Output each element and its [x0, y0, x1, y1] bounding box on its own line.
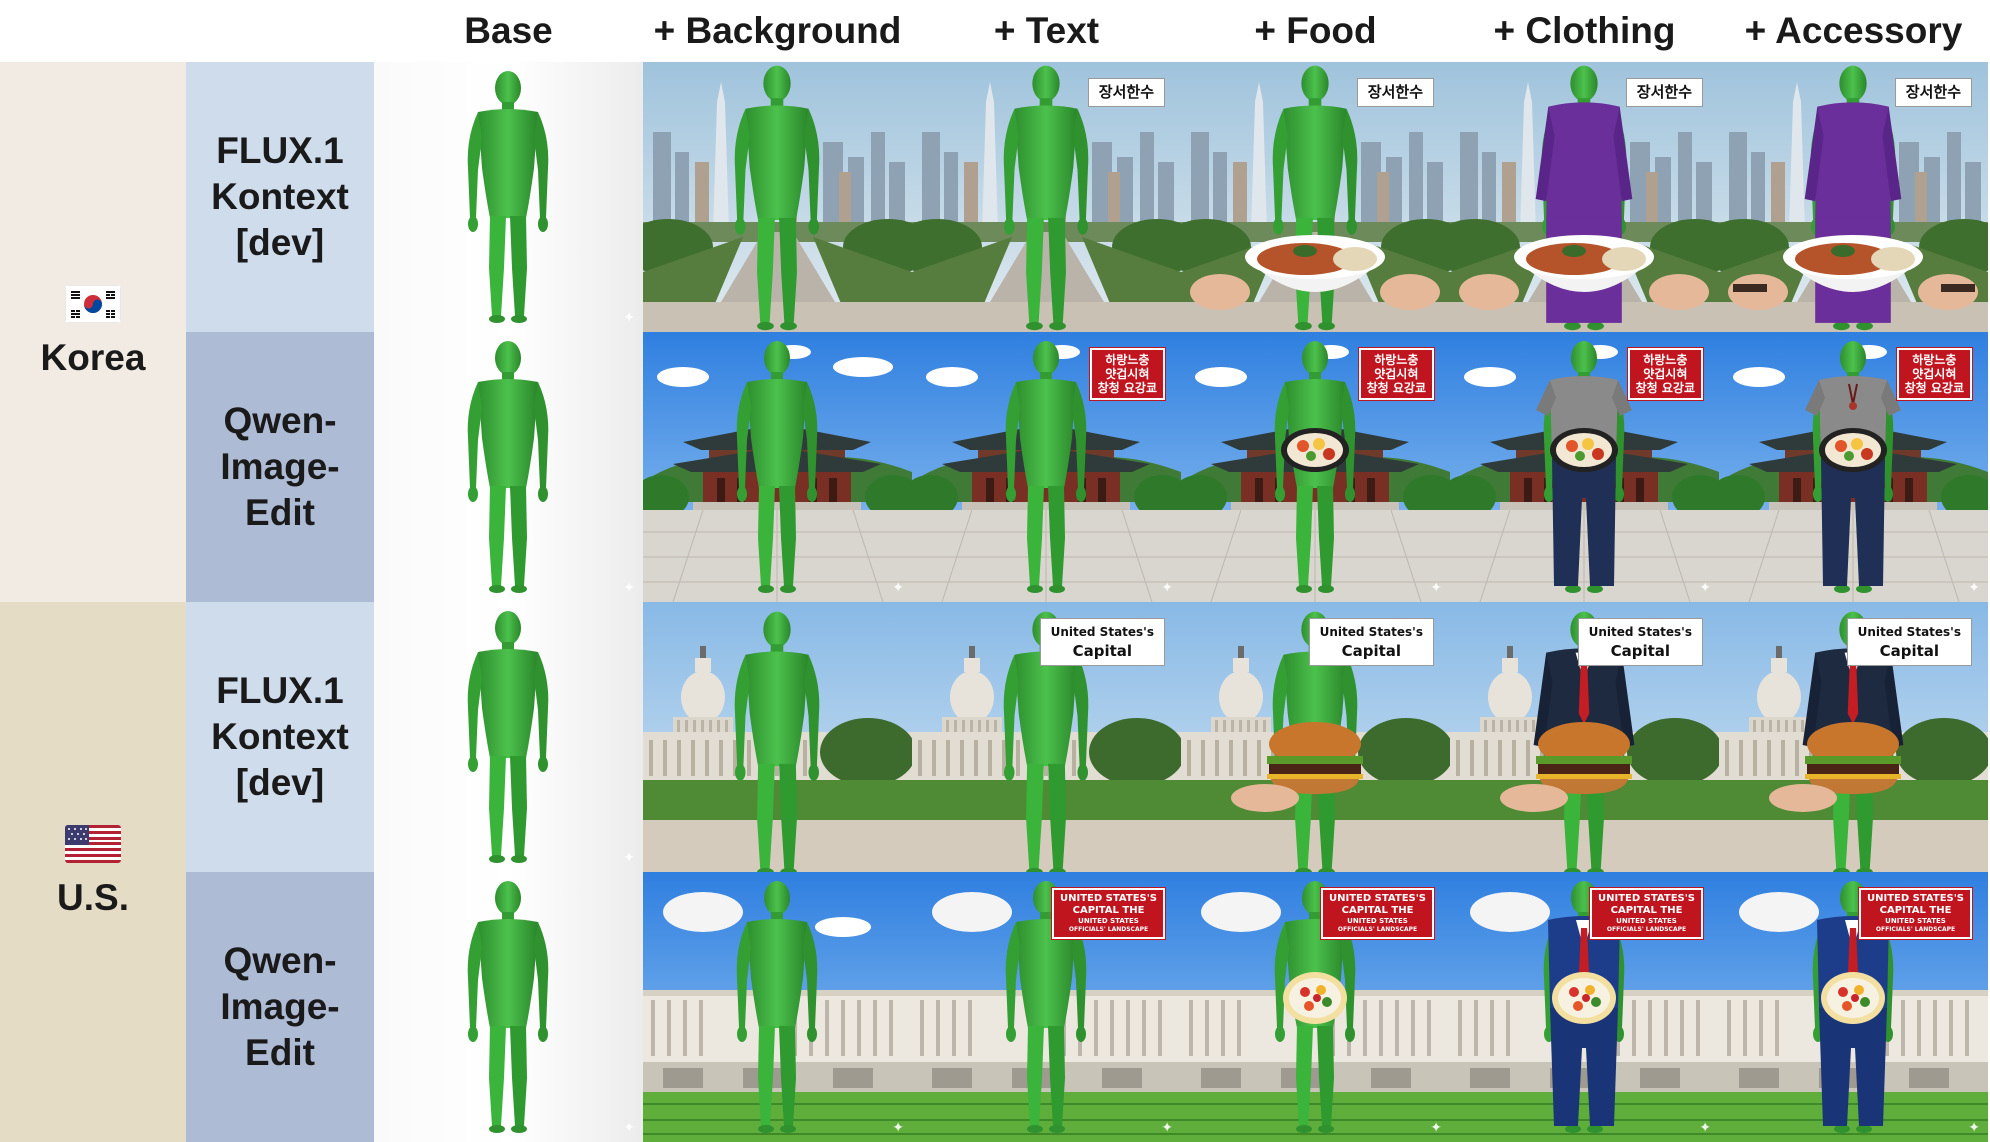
model-label-flux-us: FLUX.1 Kontext [dev]: [186, 602, 374, 872]
sign-board: 하랑느충 얏겁시혀 창청 요강쿄: [1358, 348, 1434, 400]
watermark-sparkle-icon: ✦: [623, 849, 635, 865]
column-header-food: + Food: [1254, 10, 1377, 51]
watermark-sparkle-icon: ✦: [1430, 579, 1442, 595]
watermark-sparkle-icon: ✦: [623, 579, 635, 595]
image-us-qwen-base: ✦: [374, 872, 643, 1142]
image-us-flux-food: United States's Capital: [1181, 602, 1450, 872]
sign-board: UNITED STATES'S CAPITAL THE UNITED STATES O…: [1859, 888, 1972, 939]
country-panel-us: U.S.: [0, 602, 186, 1142]
sign-board: UNITED STATES'S CAPITAL THE UNITED STATES O…: [1052, 888, 1165, 939]
column-header-background: + Background: [653, 10, 902, 51]
image-korea-qwen-background: ✦: [643, 332, 912, 602]
sign-board: UNITED STATES'S CAPITAL THE UNITED STATES O…: [1321, 888, 1434, 939]
image-us-qwen-background: ✦: [643, 872, 912, 1142]
column-header-accessory: + Accessory: [1744, 10, 1963, 51]
column-header-clothing: + Clothing: [1493, 10, 1676, 51]
image-korea-qwen-base: ✦: [374, 332, 643, 602]
watermark-sparkle-icon: ✦: [1430, 1119, 1442, 1135]
watermark-sparkle-icon: ✦: [892, 579, 904, 595]
sign-board: 하랑느충 얏겁시혀 창청 요강쿄: [1896, 348, 1972, 400]
image-korea-qwen-clothing: 하랑느충 얏겁시혀 창청 요강쿄 ✦: [1450, 332, 1719, 602]
watermark-sparkle-icon: ✦: [1161, 1119, 1173, 1135]
sign-board: 하랑느충 얏겁시혀 창청 요강쿄: [1627, 348, 1703, 400]
image-korea-qwen-accessory: 하랑느충 얏겁시혀 창청 요강쿄 ✦: [1719, 332, 1988, 602]
image-korea-flux-clothing: 장서한수: [1450, 62, 1719, 332]
image-korea-flux-base: ✦: [374, 62, 643, 332]
sign-board: UNITED STATES'S CAPITAL THE UNITED STATES O…: [1590, 888, 1703, 939]
country-panel-korea: Korea: [0, 62, 186, 602]
watermark-sparkle-icon: ✦: [1699, 1119, 1711, 1135]
watermark-sparkle-icon: ✦: [892, 1119, 904, 1135]
united-states-flag-icon: [65, 825, 121, 863]
image-us-flux-accessory: United States's Capital: [1719, 602, 1988, 872]
sign-board: United States's Capital: [1039, 618, 1165, 666]
model-label-qwen-us: Qwen- Image- Edit: [186, 872, 374, 1142]
model-label-qwen-korea: Qwen- Image- Edit: [186, 332, 374, 602]
image-us-flux-background: [643, 602, 912, 872]
image-us-flux-base: ✦: [374, 602, 643, 872]
watermark-sparkle-icon: ✦: [623, 309, 635, 325]
image-us-flux-text: United States's Capital: [912, 602, 1181, 872]
south-korea-flag-icon: [65, 285, 121, 323]
image-us-qwen-accessory: UNITED STATES'S CAPITAL THE UNITED STATES O…: [1719, 872, 1988, 1142]
sign-board: 장서한수: [1625, 78, 1703, 107]
country-label-us: U.S.: [57, 877, 129, 918]
image-us-qwen-clothing: UNITED STATES'S CAPITAL THE UNITED STATES O…: [1450, 872, 1719, 1142]
sign-board: 장서한수: [1894, 78, 1972, 107]
country-label-korea: Korea: [40, 337, 146, 378]
watermark-sparkle-icon: ✦: [1968, 1119, 1980, 1135]
sign-board: 장서한수: [1087, 78, 1165, 107]
image-us-qwen-text: UNITED STATES'S CAPITAL THE UNITED STATES O…: [912, 872, 1181, 1142]
model-label-flux-korea: FLUX.1 Kontext [dev]: [186, 62, 374, 332]
watermark-sparkle-icon: ✦: [623, 1119, 635, 1135]
image-korea-flux-background: [643, 62, 912, 332]
image-korea-flux-accessory: 장서한수: [1719, 62, 1988, 332]
image-korea-flux-text: 장서한수: [912, 62, 1181, 332]
image-korea-qwen-food: 하랑느충 얏겁시혀 창청 요강쿄 ✦: [1181, 332, 1450, 602]
image-us-flux-clothing: United States's Capital: [1450, 602, 1719, 872]
sign-board: United States's Capital: [1577, 618, 1703, 666]
sign-board: 하랑느충 얏겁시혀 창청 요강쿄: [1089, 348, 1165, 400]
image-korea-flux-food: 장서한수: [1181, 62, 1450, 332]
sign-board: 장서한수: [1356, 78, 1434, 107]
column-header-text: + Text: [993, 10, 1100, 51]
sign-board: United States's Capital: [1846, 618, 1972, 666]
sign-board: United States's Capital: [1308, 618, 1434, 666]
image-korea-qwen-text: 하랑느충 얏겁시혀 창청 요강쿄 ✦: [912, 332, 1181, 602]
image-us-qwen-food: UNITED STATES'S CAPITAL THE UNITED STATES O…: [1181, 872, 1450, 1142]
watermark-sparkle-icon: ✦: [1161, 579, 1173, 595]
watermark-sparkle-icon: ✦: [1968, 579, 1980, 595]
watermark-sparkle-icon: ✦: [1699, 579, 1711, 595]
column-header-base: Base: [464, 10, 553, 51]
